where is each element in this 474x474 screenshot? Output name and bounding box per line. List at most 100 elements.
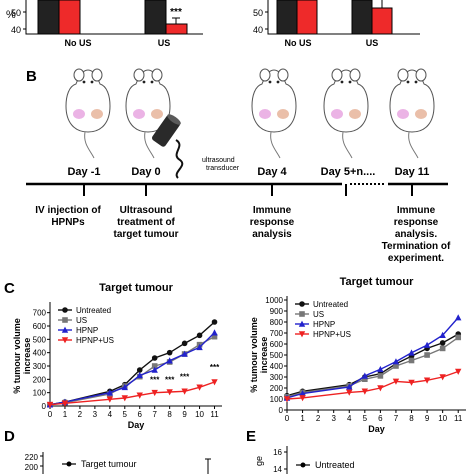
chart1-xtick-label: 5 [123,410,128,419]
chart2-ylabel: increase [259,337,269,374]
chart1-legend-marker-hpnp [61,326,69,333]
transducer-label: transducer [206,165,240,172]
panel-a2-bar-us-treated [371,7,393,35]
panel-a1-significance: *** [170,7,182,18]
chart1-point-hpnp-us [151,389,158,397]
chart2-legend-label-hpnp-us: HPNP+US [313,330,351,339]
chart1-point-hpnp-us [121,395,128,402]
chart1-ytick-label: 100 [33,389,47,398]
chart1-point-hpnp [196,343,203,351]
chart2-ytick-label: 900 [270,307,284,316]
chart2-xlabel: Day [368,424,385,434]
chart2-xtick-label: 6 [378,414,383,423]
chart1-xtick-label: 4 [108,410,113,419]
panel-d-legend-marker [66,461,72,467]
chart1-point-untreated [136,367,143,373]
chart2-ylabel: % tumour volume [249,317,259,393]
chart2-point-us [377,373,384,379]
event-text: Ultrasound [120,205,173,216]
day-label: Day 4 [257,166,287,178]
chart1-significance: *** [165,376,175,385]
chart1-series-line-us [49,336,215,406]
chart1-xtick-label: 1 [63,410,68,419]
mouse-day-5 [323,68,369,159]
chart1-ytick-label: 200 [33,375,47,384]
chart2-legend-marker-hpnp [298,320,306,327]
chart2-point-hpnp-us [361,388,369,395]
chart2-point-us [439,345,446,352]
chart1-point-untreated [166,349,173,356]
chart2-xtick-label: 5 [363,414,368,423]
chart1-xtick-label: 7 [152,410,157,419]
chart2-xtick-label: 9 [425,414,430,423]
chart2-series-line-hpnp [286,317,459,399]
chart2-point-us [393,363,399,369]
chart1-legend-label-us: US [76,316,87,325]
chart2-point-hpnp [439,331,446,338]
chart1-point-hpnp-us [166,389,173,396]
chart2-point-hpnp-us [377,385,384,392]
chart1-ytick-label: 500 [33,335,47,344]
day-label: Day -1 [67,166,100,178]
panel-e-legend-text: Untreated [315,460,355,470]
chart2-legend-label-untreated: Untreated [313,300,348,309]
chart2-point-hpnp [377,365,384,373]
chart2-point-us [424,352,430,358]
panel-a1-bar-no-us-treated [58,0,81,35]
chart2-point-us [408,357,415,364]
chart1-point-untreated [196,332,203,339]
chart1-legend-marker-untreated [62,307,68,313]
day-label: Day 11 [395,166,430,178]
chart1-point-hpnp-us [211,379,218,386]
panel-e-label: E [246,428,256,445]
panel-a2-ytick: 50 [253,8,263,18]
panel-a1-bar-no-us-control [37,0,60,35]
event-text: treatment of [117,217,175,228]
panel-a2-xtick: No US [285,38,312,48]
chart2-xtick-label: 10 [438,414,447,423]
chart2-point-hpnp [455,314,462,321]
panel-a1-bar-us-control [144,0,167,35]
chart2-point-hpnp-us [408,379,415,386]
chart1-point-hpnp-us [61,400,69,407]
chart1-xtick-label: 2 [78,410,83,419]
chart2-ytick-label: 800 [270,318,284,327]
chart1-point-hpnp [106,389,114,396]
chart1-legend-label-untreated: Untreated [76,306,111,315]
chart1-significance: *** [210,363,220,372]
chart1-ytick-label: 400 [33,349,47,358]
chart1-ylabel: % tumour volume [12,318,22,394]
panel-e: E ge 16 14 Untreated [246,428,355,474]
mouse-day-11 [389,68,435,159]
chart2-xtick-label: 3 [331,414,336,423]
chart1-series-line-hpnp [49,332,216,406]
transducer-label: ultrasound [202,157,235,164]
chart1-point-hpnp [121,383,128,391]
chart2-legend-label-hpnp: HPNP [313,320,335,329]
panel-b: B ultrasound transducer [26,68,451,264]
chart2-point-hpnp-us [299,395,306,402]
panel-d-ytick: 220 [25,453,39,462]
chart1-point-hpnp [211,329,218,336]
chart1-ytick-label: 700 [33,309,47,318]
panel-a2-bar-no-us-treated [296,0,318,35]
chart2-ytick-label: 100 [270,395,284,404]
event-text: IV injection of [35,205,101,216]
chart1-xlabel: Day [128,420,145,430]
mouse-day-4 [251,68,297,159]
event-text: target tumour [114,229,179,240]
chart1-point-hpnp [166,357,173,364]
panel-a1-axes [25,0,203,35]
chart2-xtick-label: 8 [409,414,414,423]
panel-a-ylabel-fragment: % [6,9,16,21]
chart1-point-hpnp-us [136,392,143,399]
panel-e-ytick: 14 [273,465,282,474]
panel-a1-ytick: 50 [11,8,21,18]
event-text: response [250,217,295,228]
chart1-significance: *** [150,376,160,385]
panel-b-label: B [26,68,37,85]
panel-a1-bar-us-treated [165,23,188,35]
panel-c-chart-left: Target tumour 0 100 200 300 400 500 600 700 0 1 2 3 4… [12,282,222,430]
chart2-xtick-label: 4 [347,414,352,423]
